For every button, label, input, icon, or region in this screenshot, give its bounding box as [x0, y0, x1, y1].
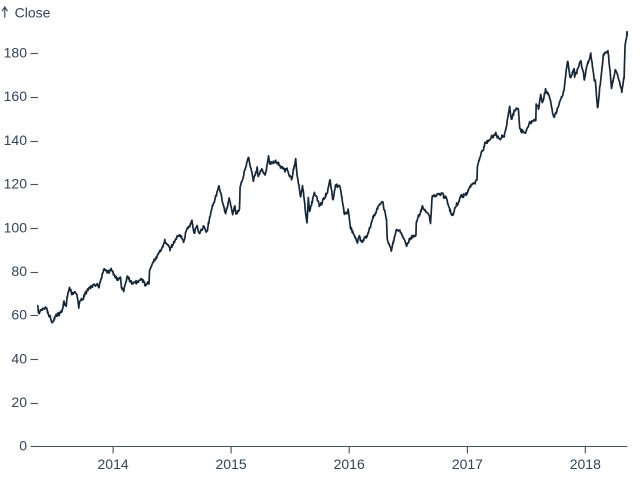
- svg-text:20: 20: [11, 394, 27, 410]
- svg-text:100: 100: [4, 219, 28, 235]
- svg-text:180: 180: [4, 45, 28, 61]
- svg-text:60: 60: [11, 307, 27, 323]
- svg-text:Close: Close: [15, 5, 51, 21]
- svg-text:160: 160: [4, 88, 28, 104]
- svg-text:2016: 2016: [334, 456, 365, 472]
- svg-text:0: 0: [19, 438, 27, 454]
- svg-text:2014: 2014: [98, 456, 129, 472]
- svg-text:2015: 2015: [216, 456, 247, 472]
- svg-text:140: 140: [4, 132, 28, 148]
- svg-text:2018: 2018: [570, 456, 601, 472]
- svg-text:120: 120: [4, 176, 28, 192]
- svg-text:80: 80: [11, 263, 27, 279]
- svg-text:40: 40: [11, 350, 27, 366]
- svg-text:2017: 2017: [452, 456, 483, 472]
